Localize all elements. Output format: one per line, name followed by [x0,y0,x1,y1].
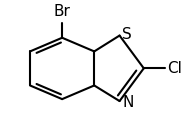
Text: N: N [122,95,134,110]
Text: S: S [122,27,132,42]
Text: Cl: Cl [167,61,182,76]
Text: Br: Br [54,4,70,19]
